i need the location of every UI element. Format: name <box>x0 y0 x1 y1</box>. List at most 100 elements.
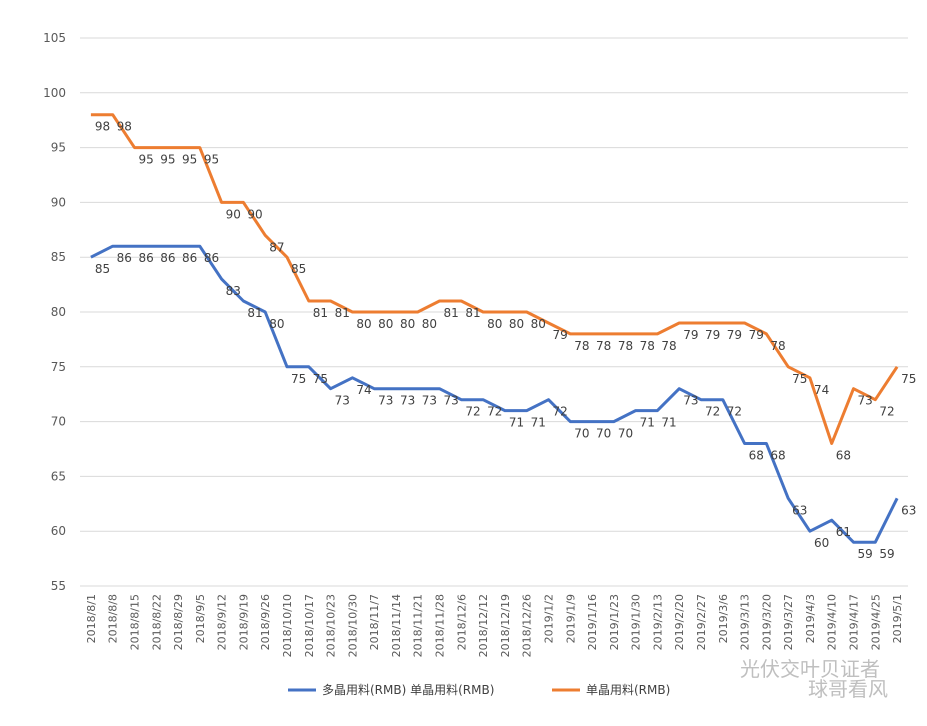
data-label-multi: 68 <box>770 449 785 463</box>
y-tick-label: 80 <box>51 305 66 319</box>
x-tick-label: 2018/12/26 <box>521 594 534 657</box>
data-label-mono: 81 <box>313 306 328 320</box>
legend: 多晶用料(RMB) 单晶用料(RMB) 单晶用料(RMB) <box>288 683 670 697</box>
data-label-multi: 73 <box>335 394 350 408</box>
data-label-mono: 90 <box>247 207 262 221</box>
legend-label: 多晶用料(RMB) 单晶用料(RMB) <box>322 683 494 697</box>
watermark-line2: 球哥看风 <box>808 677 888 701</box>
data-label-multi: 81 <box>247 306 262 320</box>
x-tick-label: 2018/10/23 <box>325 594 338 657</box>
x-tick-label: 2018/8/8 <box>107 594 120 643</box>
x-tick-label: 2019/3/6 <box>717 594 730 643</box>
x-tick-label: 2019/2/27 <box>695 594 708 650</box>
x-tick-label: 2019/2/20 <box>673 594 686 650</box>
data-label-mono: 81 <box>335 306 350 320</box>
data-label-multi: 85 <box>95 262 110 276</box>
x-tick-label: 2018/10/17 <box>303 594 316 657</box>
data-label-multi: 71 <box>640 416 655 430</box>
data-label-mono: 75 <box>792 372 807 386</box>
y-tick-label: 100 <box>43 86 66 100</box>
data-label-mono: 80 <box>400 317 415 331</box>
x-tick-label: 2018/8/15 <box>128 594 141 650</box>
y-tick-label: 95 <box>51 141 66 155</box>
x-tick-label: 2019/3/27 <box>782 594 795 650</box>
data-label-mono: 79 <box>552 328 567 342</box>
x-tick-label: 2019/2/13 <box>651 594 664 650</box>
data-label-multi: 86 <box>204 251 219 265</box>
data-label-multi: 86 <box>138 251 153 265</box>
data-label-mono: 72 <box>879 405 894 419</box>
x-tick-label: 2019/4/10 <box>826 594 839 650</box>
data-label-multi: 63 <box>792 503 807 517</box>
series-lines <box>90 113 899 544</box>
x-tick-label: 2019/1/30 <box>630 594 643 650</box>
y-tick-label: 55 <box>51 579 66 593</box>
data-label-mono: 78 <box>640 339 655 353</box>
data-label-multi: 63 <box>901 503 916 517</box>
y-tick-label: 70 <box>51 415 66 429</box>
y-tick-label: 105 <box>43 31 66 45</box>
data-label-multi: 70 <box>596 427 611 441</box>
data-label-mono: 78 <box>574 339 589 353</box>
data-label-multi: 68 <box>749 449 764 463</box>
x-tick-label: 2018/10/30 <box>346 594 359 657</box>
x-tick-label: 2018/8/1 <box>85 594 98 643</box>
x-tick-label: 2018/9/12 <box>216 594 229 650</box>
y-tick-label: 85 <box>51 250 66 264</box>
y-tick-label: 90 <box>51 195 66 209</box>
data-label-multi: 71 <box>661 416 676 430</box>
data-label-mono: 80 <box>422 317 437 331</box>
x-tick-label: 2018/11/7 <box>368 594 381 650</box>
x-tick-label: 2019/1/23 <box>608 594 621 650</box>
data-label-multi: 86 <box>117 251 132 265</box>
data-label-multi: 86 <box>160 251 175 265</box>
series-line-mono <box>90 113 899 445</box>
data-label-mono: 80 <box>531 317 546 331</box>
data-label-multi: 71 <box>509 416 524 430</box>
x-tick-label: 2019/1/9 <box>564 594 577 643</box>
data-label-multi: 70 <box>574 427 589 441</box>
data-label-mono: 74 <box>814 383 829 397</box>
data-label-mono: 75 <box>901 372 916 386</box>
x-tick-label: 2018/12/6 <box>455 594 468 650</box>
series-line-multi <box>90 244 899 544</box>
data-label-multi: 71 <box>531 416 546 430</box>
x-tick-label: 2019/3/20 <box>760 594 773 650</box>
data-label-mono: 87 <box>269 240 284 254</box>
x-tick-label: 2018/11/28 <box>434 594 447 657</box>
y-tick-label: 65 <box>51 469 66 483</box>
legend-label: 单晶用料(RMB) <box>586 683 670 697</box>
data-label-multi: 59 <box>858 547 873 561</box>
data-label-mono: 95 <box>182 153 197 167</box>
data-label-multi: 70 <box>618 427 633 441</box>
data-label-mono: 85 <box>291 262 306 276</box>
data-label-multi: 72 <box>465 405 480 419</box>
data-label-mono: 79 <box>683 328 698 342</box>
data-label-multi: 72 <box>705 405 720 419</box>
data-label-mono: 78 <box>661 339 676 353</box>
x-tick-label: 2018/11/14 <box>390 594 403 657</box>
y-axis-ticks: 55 60 65 70 75 80 85 90 95 100 105 <box>43 31 66 593</box>
data-label-multi: 72 <box>552 405 567 419</box>
watermark: 光伏交叶贝证者 球哥看风 <box>740 657 888 701</box>
data-label-multi: 72 <box>727 405 742 419</box>
data-label-mono: 95 <box>160 153 175 167</box>
data-label-mono: 80 <box>487 317 502 331</box>
data-label-mono: 95 <box>138 153 153 167</box>
data-label-multi: 73 <box>444 394 459 408</box>
data-label-mono: 68 <box>836 449 851 463</box>
data-label-multi: 75 <box>313 372 328 386</box>
data-label-multi: 74 <box>356 383 371 397</box>
data-label-mono: 78 <box>618 339 633 353</box>
data-labels: 85 86 86 86 86 86 83 81 80 75 75 73 74 73 73 73 73 72 72 71… <box>95 120 916 561</box>
data-label-mono: 80 <box>356 317 371 331</box>
data-label-mono: 90 <box>226 207 241 221</box>
x-tick-label: 2018/9/19 <box>237 594 250 650</box>
data-label-mono: 78 <box>770 339 785 353</box>
data-label-mono: 95 <box>204 153 219 167</box>
data-label-mono: 98 <box>95 120 110 134</box>
data-label-multi: 75 <box>291 372 306 386</box>
x-tick-label: 2019/1/16 <box>586 594 599 650</box>
